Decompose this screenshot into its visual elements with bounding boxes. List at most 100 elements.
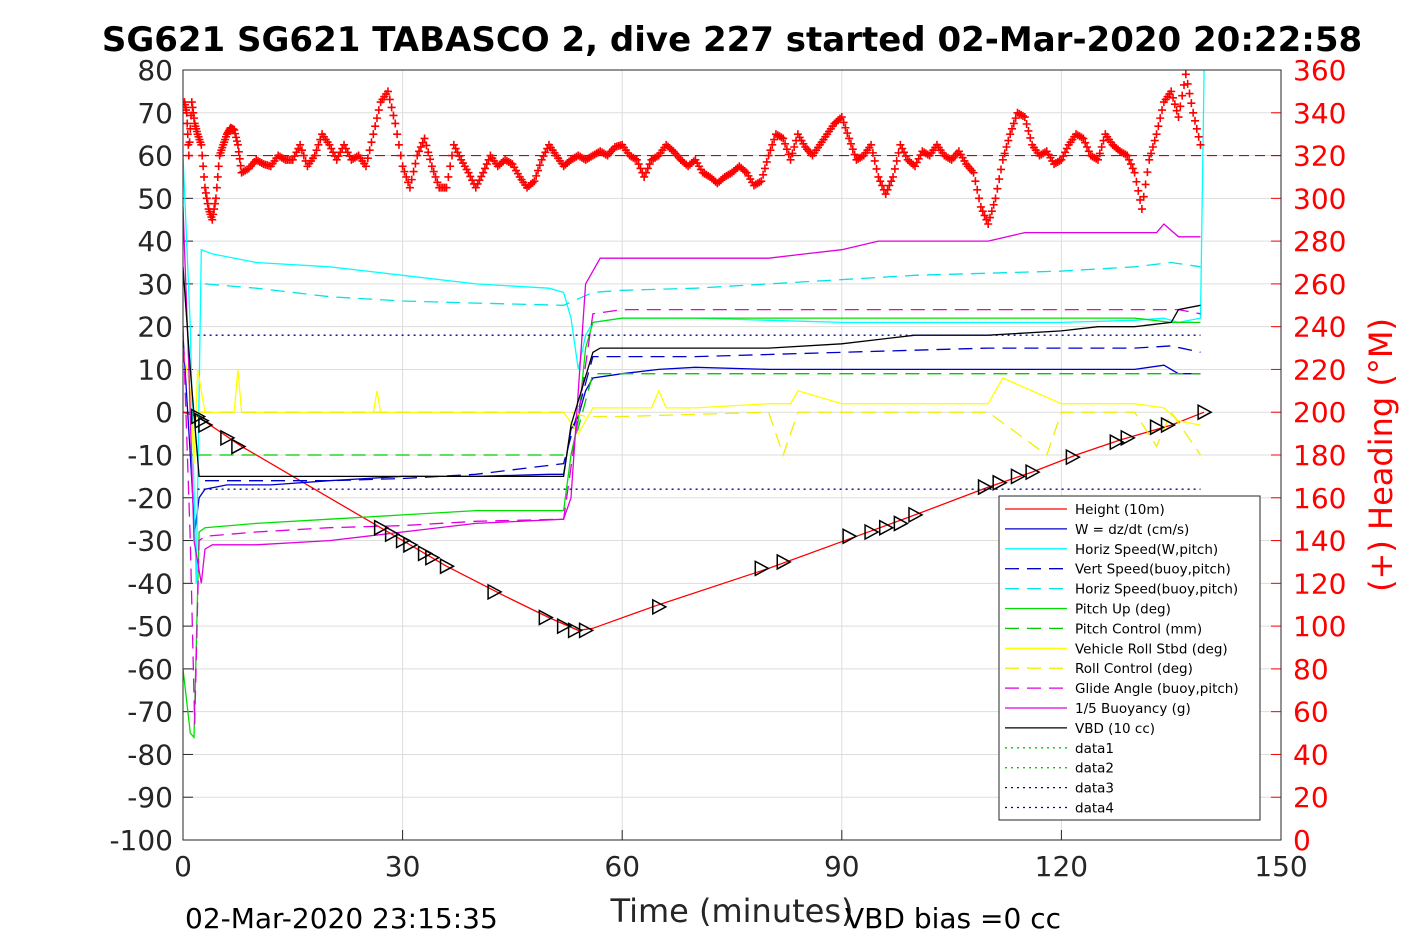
- triangle-marker: [1065, 448, 1081, 466]
- triangle-marker: [231, 438, 247, 455]
- heading-marker: [416, 143, 425, 151]
- heading-marker: [1150, 136, 1159, 145]
- triangle-marker-layer: [190, 403, 1213, 639]
- heading-marker: [1147, 149, 1156, 158]
- heading-marker: [689, 157, 698, 166]
- heading-marker: [530, 177, 539, 186]
- heading-marker: [198, 151, 207, 160]
- heading-marker: [1185, 89, 1194, 98]
- heading-marker: [371, 122, 380, 131]
- heading-marker: [433, 178, 442, 187]
- heading-marker: [537, 155, 546, 164]
- heading-marker: [998, 155, 1007, 164]
- heading-marker: [1178, 91, 1187, 100]
- series-line-11: [183, 206, 1201, 584]
- heading-marker: [394, 140, 403, 149]
- heading-marker: [475, 176, 484, 185]
- heading-marker: [993, 184, 1002, 193]
- heading-marker: [777, 133, 786, 142]
- series-line-9: [197, 410, 1202, 458]
- triangle-marker: [754, 560, 770, 577]
- series-layer: [183, 70, 1205, 739]
- triangle-marker: [977, 478, 994, 496]
- heading-marker: [781, 139, 790, 148]
- heading-marker: [995, 175, 1004, 184]
- y-left-tick-label: 20: [137, 311, 173, 344]
- y-left-tick-label: 50: [137, 182, 173, 215]
- heading-marker: [209, 210, 218, 219]
- triangle-marker: [395, 532, 412, 549]
- heading-marker: [200, 183, 209, 192]
- heading-marker: [784, 150, 793, 159]
- heading-marker: [464, 168, 473, 177]
- heading-marker: [1196, 140, 1205, 149]
- triangle-marker: [1010, 468, 1027, 485]
- heading-marker: [257, 159, 266, 168]
- heading-marker: [208, 215, 217, 224]
- heading-layer: [183, 70, 1281, 228]
- heading-marker: [788, 149, 797, 158]
- heading-marker: [230, 125, 239, 134]
- heading-marker: [385, 95, 394, 104]
- heading-marker: [1139, 192, 1148, 201]
- heading-marker: [971, 177, 980, 186]
- legend-label: Height (10m): [1075, 502, 1165, 518]
- heading-marker: [770, 135, 779, 144]
- heading-marker: [914, 154, 923, 163]
- heading-marker: [837, 113, 846, 122]
- series-line-12: [183, 266, 1201, 478]
- heading-marker: [1000, 149, 1009, 158]
- triangle-marker: [556, 617, 573, 635]
- triangle-marker: [1160, 416, 1177, 434]
- heading-marker: [312, 146, 321, 155]
- y-right-tick-label: 280: [1293, 225, 1346, 258]
- heading-marker: [294, 144, 303, 153]
- legend-label: Pitch Up (deg): [1075, 602, 1171, 618]
- triangle-marker: [439, 557, 456, 575]
- triangle-marker: [908, 506, 924, 524]
- triangle-marker: [1025, 463, 1041, 481]
- heading-marker: [202, 194, 211, 203]
- heading-marker: [415, 147, 424, 156]
- heading-marker: [1055, 156, 1064, 165]
- legend-box: [998, 495, 1261, 821]
- heading-marker: [845, 134, 854, 143]
- heading-marker: [314, 140, 323, 149]
- heading-marker: [405, 183, 414, 192]
- heading-marker: [1022, 120, 1031, 129]
- heading-marker: [1145, 155, 1154, 164]
- heading-marker: [883, 185, 892, 194]
- heading-marker: [374, 106, 383, 115]
- triangle-marker: [1120, 429, 1136, 447]
- legend-label: data1: [1075, 741, 1114, 757]
- y-axis-label-right: (+) Heading (°M): [1362, 318, 1400, 592]
- triangle-marker: [1197, 403, 1213, 421]
- heading-marker: [1020, 113, 1029, 122]
- heading-marker: [398, 162, 407, 171]
- x-tick-label: 150: [1254, 850, 1307, 883]
- heading-marker: [211, 199, 220, 208]
- heading-marker: [214, 162, 223, 171]
- heading-marker: [978, 207, 987, 216]
- x-tick-label: 30: [385, 850, 421, 883]
- heading-marker: [1062, 144, 1071, 153]
- triangle-marker: [1149, 418, 1166, 436]
- heading-marker: [969, 168, 978, 177]
- heading-marker: [762, 157, 771, 166]
- heading-marker: [484, 155, 493, 164]
- triangle-marker: [1109, 433, 1125, 451]
- heading-marker: [383, 87, 392, 96]
- triangle-marker: [864, 523, 880, 541]
- y-left-tick-label: 80: [137, 54, 173, 87]
- heading-marker: [535, 161, 544, 170]
- heading-marker: [890, 164, 899, 173]
- heading-marker: [640, 172, 649, 181]
- heading-marker: [984, 220, 993, 228]
- y-right-tick-label: 340: [1293, 97, 1346, 130]
- heading-marker: [768, 140, 777, 149]
- heading-marker: [1002, 143, 1011, 151]
- heading-marker: [945, 154, 954, 163]
- y-left-tick-label: -100: [109, 824, 173, 857]
- heading-marker: [327, 144, 336, 153]
- legend-label: Glide Angle (buoy,pitch): [1075, 681, 1239, 697]
